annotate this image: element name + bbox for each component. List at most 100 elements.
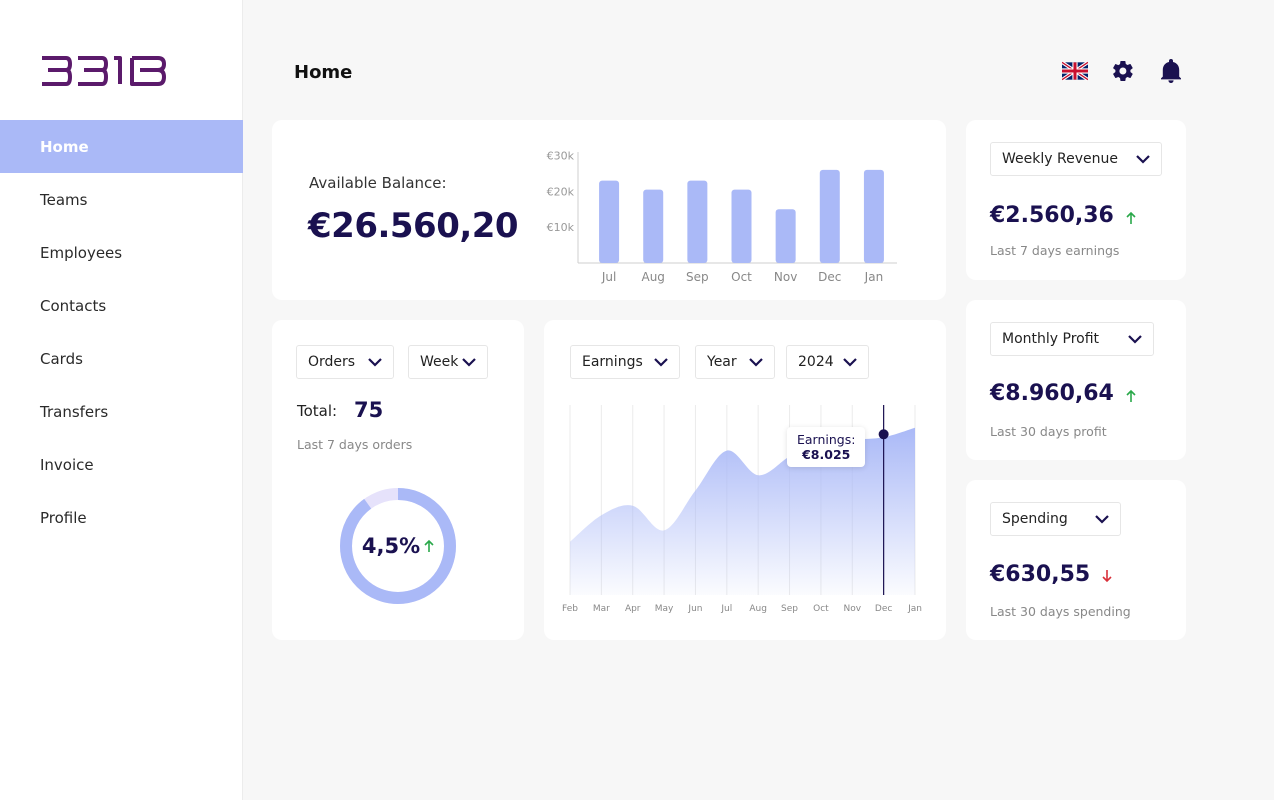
spending-subtitle: Last 30 days spending [990, 604, 1131, 619]
x-tick-label: Oct [813, 604, 829, 614]
sidebar-nav: Home Teams Employees Contacts Cards Tran… [0, 120, 243, 544]
x-tick-label: Jul [601, 270, 616, 284]
x-tick-label: Sep [781, 604, 798, 614]
weekly-revenue-dropdown-label: Weekly Revenue [1002, 151, 1118, 167]
x-tick-label: Aug [641, 270, 664, 284]
sidebar-item-teams[interactable]: Teams [40, 190, 88, 209]
x-tick-label: May [655, 604, 674, 614]
earnings-metric-dropdown-label: Earnings [582, 354, 643, 370]
bar [643, 189, 664, 263]
tooltip-label: Earnings: [797, 432, 856, 447]
earnings-period-dropdown-label: Year [707, 354, 737, 370]
spending-dropdown-label: Spending [1002, 511, 1068, 527]
arrow-up-icon [1126, 389, 1136, 402]
x-tick-label: Dec [875, 604, 892, 614]
bar [687, 180, 708, 263]
balance-card: Available Balance: €26.560,20 €30k €20k €1… [272, 120, 946, 300]
sidebar-item-profile[interactable]: Profile [40, 508, 87, 527]
orders-metric-dropdown-label: Orders [308, 354, 356, 370]
spending-value: €630,55 [990, 562, 1091, 587]
monthly-profit-dropdown[interactable]: Monthly Profit [990, 322, 1154, 356]
bar [863, 169, 884, 263]
y-tick-label: €30k [547, 150, 575, 163]
sidebar-item-employees[interactable]: Employees [40, 243, 123, 262]
chevron-down-icon [1136, 155, 1150, 164]
monthly-profit-subtitle: Last 30 days profit [990, 424, 1107, 439]
x-tick-label: Apr [625, 604, 641, 614]
x-tick-label: Jul [720, 604, 732, 614]
bar [731, 189, 752, 263]
earnings-year-dropdown-label: 2024 [798, 354, 834, 370]
highlight-point [878, 429, 889, 440]
uk-flag-icon[interactable] [1062, 58, 1088, 84]
sidebar-item-invoice[interactable]: Invoice [40, 455, 94, 474]
x-tick-label: Aug [749, 604, 767, 614]
x-tick-label: Nov [774, 270, 797, 284]
arrow-up-icon [1126, 211, 1136, 224]
balance-label: Available Balance: [309, 174, 447, 192]
arrow-down-icon [1102, 570, 1112, 583]
bar [599, 180, 620, 263]
donut-label: 4,5% [338, 486, 458, 606]
weekly-revenue-subtitle: Last 7 days earnings [990, 243, 1120, 258]
x-tick-label: Jan [864, 270, 884, 284]
spending-card: Spending €630,55 Last 30 days spending [966, 480, 1186, 640]
weekly-revenue-dropdown[interactable]: Weekly Revenue [990, 142, 1162, 176]
monthly-profit-value: €8.960,64 [990, 381, 1114, 406]
orders-metric-dropdown[interactable]: Orders [296, 345, 394, 379]
x-tick-label: Dec [818, 270, 841, 284]
x-tick-label: Mar [593, 604, 610, 614]
orders-donut-chart: 4,5% [338, 486, 458, 606]
orders-card: Orders Week Total: 75 Last 7 days orders… [272, 320, 524, 640]
x-tick-label: Jan [907, 604, 922, 614]
bell-icon[interactable] [1158, 58, 1184, 84]
x-tick-label: Nov [843, 604, 861, 614]
page-title: Home [294, 62, 353, 83]
earnings-year-dropdown[interactable]: 2024 [786, 345, 869, 379]
y-tick-label: €10k [547, 221, 575, 234]
balance-value: €26.560,20 [308, 206, 519, 246]
monthly-profit-dropdown-label: Monthly Profit [1002, 331, 1100, 347]
weekly-revenue-card: Weekly Revenue €2.560,36 Last 7 days ear… [966, 120, 1186, 280]
earnings-area-chart: Feb Mar Apr May Jun Jul Aug Sep Oct Nov Dec Jan [562, 405, 922, 614]
orders-total-label: Total: [297, 402, 338, 420]
earnings-period-dropdown[interactable]: Year [695, 345, 775, 379]
earnings-area [570, 427, 915, 595]
y-tick-label: €20k [547, 185, 575, 198]
tooltip-value: €8.025 [802, 447, 851, 462]
gear-icon[interactable] [1110, 58, 1136, 84]
sidebar-item-home[interactable]: Home [0, 120, 243, 173]
balance-bar-chart: €30k €20k €10k Jul Aug Sep Oct Nov Dec Jan [547, 150, 897, 284]
x-tick-label: Oct [731, 270, 752, 284]
chevron-down-icon [368, 358, 382, 367]
bar [775, 209, 796, 263]
bar [819, 169, 840, 263]
chevron-down-icon [749, 358, 763, 367]
x-tick-label: Feb [562, 604, 578, 614]
orders-subtitle: Last 7 days orders [297, 437, 413, 452]
chevron-down-icon [1095, 515, 1109, 524]
arrow-up-icon [424, 539, 434, 552]
orders-period-dropdown[interactable]: Week [408, 345, 488, 379]
x-tick-label: Sep [686, 270, 709, 284]
chevron-down-icon [654, 358, 668, 367]
x-tick-label: Jun [687, 604, 702, 614]
spending-dropdown[interactable]: Spending [990, 502, 1121, 536]
sidebar-item-contacts[interactable]: Contacts [40, 296, 107, 315]
earnings-card: Earnings Year 2024 Feb Mar Apr May Jun Jul Aug… [544, 320, 946, 640]
header-actions [1062, 58, 1184, 84]
chevron-down-icon [462, 358, 476, 367]
earnings-tooltip: Earnings: €8.025 [787, 427, 866, 467]
donut-progress [340, 488, 456, 604]
weekly-revenue-value: €2.560,36 [990, 203, 1114, 228]
monthly-profit-card: Monthly Profit €8.960,64 Last 30 days pr… [966, 300, 1186, 460]
earnings-metric-dropdown[interactable]: Earnings [570, 345, 680, 379]
sidebar-item-transfers[interactable]: Transfers [40, 402, 109, 421]
sidebar: Home Teams Employees Contacts Cards Tran… [0, 0, 243, 800]
brand-logo[interactable] [40, 56, 170, 86]
orders-total-value: 75 [354, 398, 384, 422]
orders-period-dropdown-label: Week [420, 354, 459, 370]
sidebar-item-cards[interactable]: Cards [40, 349, 83, 368]
orders-percent: 4,5% [361, 534, 421, 558]
chevron-down-icon [1128, 335, 1142, 344]
